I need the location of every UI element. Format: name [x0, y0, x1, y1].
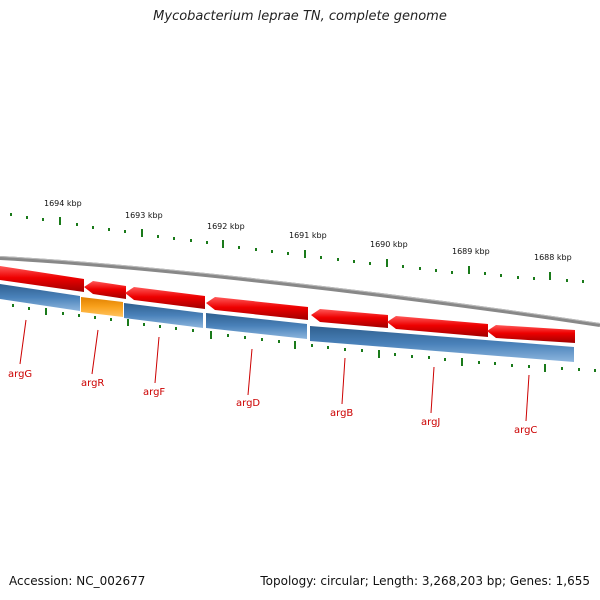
cds-argF[interactable] [125, 287, 205, 309]
ruler-label-1691kbp: 1691 kbp [289, 231, 327, 240]
cds-argR[interactable] [84, 281, 126, 299]
gene-argR[interactable] [81, 297, 123, 317]
ruler-label-1693kbp: 1693 kbp [125, 211, 163, 220]
cds-argG[interactable] [0, 266, 84, 292]
map-title: Mycobacterium leprae TN, complete genome [153, 9, 447, 24]
gene-argB-argJ-argC[interactable] [310, 326, 574, 362]
gene-label-argD: argD [236, 398, 260, 409]
backbone-ring-highlight [0, 256, 600, 324]
ruler-label-1692kbp: 1692 kbp [207, 222, 245, 231]
gene-argG[interactable] [0, 284, 80, 311]
accession-text: Accession: NC_002677 [9, 574, 146, 588]
ruler-ticks-lower [12, 304, 596, 372]
gene-label-argJ: argJ [421, 417, 440, 428]
cds-argB[interactable] [311, 309, 388, 328]
cds-argC[interactable] [487, 325, 575, 343]
ruler-label-1688kbp: 1688 kbp [534, 253, 572, 262]
ruler-ticks-upper [10, 213, 584, 283]
ruler-label-1689kbp: 1689 kbp [452, 247, 490, 256]
cds-argJ[interactable] [387, 316, 488, 337]
gene-argD[interactable] [206, 313, 307, 339]
ruler-label-1690kbp: 1690 kbp [370, 240, 408, 249]
backbone-ring [0, 256, 600, 327]
gene-label-leaders [19, 319, 530, 422]
ruler-label-1694kbp: 1694 kbp [44, 199, 82, 208]
gene-label-argF: argF [143, 387, 165, 398]
gene-label-argG: argG [8, 369, 32, 380]
cds-argD[interactable] [206, 297, 308, 320]
gene-label-argC: argC [514, 425, 537, 436]
gene-label-argR: argR [81, 378, 104, 389]
gene-argF[interactable] [124, 303, 203, 328]
gene-label-argB: argB [330, 408, 353, 419]
genome-summary-text: Topology: circular; Length: 3,268,203 bp… [260, 574, 590, 588]
